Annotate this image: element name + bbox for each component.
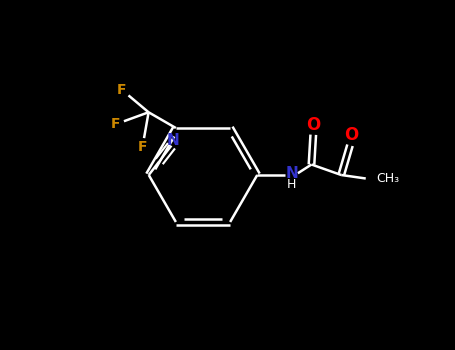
Text: H: H bbox=[287, 178, 296, 191]
Text: O: O bbox=[306, 116, 320, 134]
Text: N: N bbox=[285, 166, 298, 181]
Text: F: F bbox=[111, 117, 121, 131]
Text: F: F bbox=[117, 83, 126, 97]
Text: N: N bbox=[167, 133, 180, 148]
Text: CH₃: CH₃ bbox=[376, 172, 399, 185]
Text: F: F bbox=[138, 140, 147, 154]
Text: O: O bbox=[344, 126, 359, 145]
